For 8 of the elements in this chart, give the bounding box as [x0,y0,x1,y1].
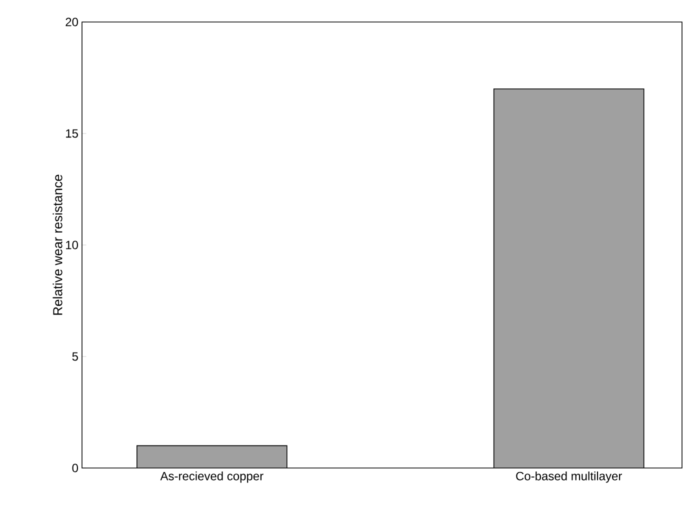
y-tick-label: 5 [72,352,78,361]
y-tick-label: 10 [66,240,78,250]
y-axis-title: Relative wear resistance [52,174,62,315]
x-tick-label: Co-based multilayer [516,472,622,483]
y-tick-label: 0 [72,464,78,472]
x-tick-label: As-recieved copper [160,472,264,483]
y-tick-label: 15 [66,129,78,138]
y-tick-label: 20 [66,18,78,26]
